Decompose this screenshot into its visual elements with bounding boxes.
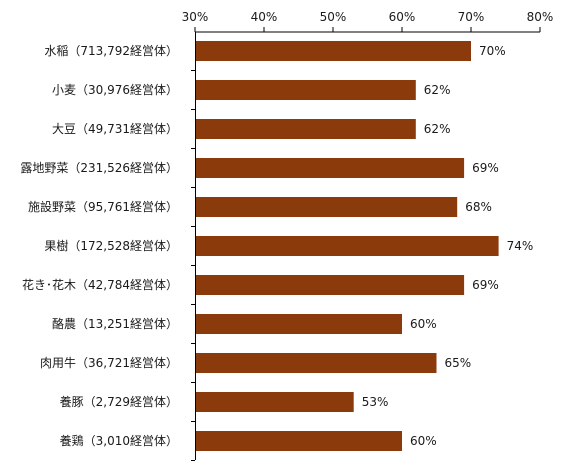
category-label: 肉用牛（36,721経営体） bbox=[40, 355, 178, 370]
axes bbox=[191, 31, 540, 461]
data-labels: 70% 62% 62% 69% 68% 74% 69% 60% 65% 53% 60% bbox=[362, 44, 534, 448]
data-label: 53% bbox=[362, 395, 389, 409]
bar bbox=[196, 353, 437, 373]
data-label: 60% bbox=[410, 317, 437, 331]
data-label: 60% bbox=[410, 434, 437, 448]
bar bbox=[196, 275, 465, 295]
data-label: 70% bbox=[479, 44, 506, 58]
bar bbox=[196, 236, 499, 256]
x-tick-label: 60% bbox=[389, 10, 416, 24]
x-tick-label: 70% bbox=[458, 10, 485, 24]
category-label: 大豆（49,731経営体） bbox=[52, 122, 178, 136]
bar bbox=[196, 158, 465, 178]
data-label: 62% bbox=[424, 122, 451, 136]
data-label: 62% bbox=[424, 83, 451, 97]
category-label: 施設野菜（95,761経営体） bbox=[28, 199, 178, 214]
category-label: 果樹（172,528経営体） bbox=[44, 239, 178, 253]
data-label: 68% bbox=[465, 200, 492, 214]
bar bbox=[196, 41, 471, 61]
data-label: 69% bbox=[472, 161, 499, 175]
x-tick-label: 40% bbox=[251, 10, 278, 24]
category-label: 養鶏（3,010経営体） bbox=[60, 433, 178, 448]
category-labels: 水稲（713,792経営体） 小麦（30,976経営体） 大豆（49,731経営体）… bbox=[20, 44, 178, 448]
data-label: 74% bbox=[507, 239, 534, 253]
x-axis-ticks: 30% 40% 50% 60% 70% 80% bbox=[182, 10, 554, 32]
x-tick-label: 30% bbox=[182, 10, 209, 24]
category-label: 花き･花木（42,784経営体） bbox=[22, 277, 178, 292]
bar bbox=[196, 431, 402, 451]
x-tick-label: 80% bbox=[527, 10, 554, 24]
bar bbox=[196, 119, 416, 139]
category-label: 酪農（13,251経営体） bbox=[52, 316, 178, 331]
bar bbox=[196, 314, 402, 334]
bar bbox=[196, 197, 458, 217]
data-label: 65% bbox=[445, 356, 472, 370]
category-label: 水稲（713,792経営体） bbox=[44, 44, 178, 58]
category-label: 小麦（30,976経営体） bbox=[52, 83, 178, 97]
bars bbox=[196, 41, 499, 451]
bar bbox=[196, 80, 416, 100]
data-label: 69% bbox=[472, 278, 499, 292]
category-label: 養豚（2,729経営体） bbox=[60, 394, 178, 409]
bar bbox=[196, 392, 354, 412]
category-label: 露地野菜（231,526経営体） bbox=[20, 161, 178, 175]
x-tick-label: 50% bbox=[320, 10, 347, 24]
